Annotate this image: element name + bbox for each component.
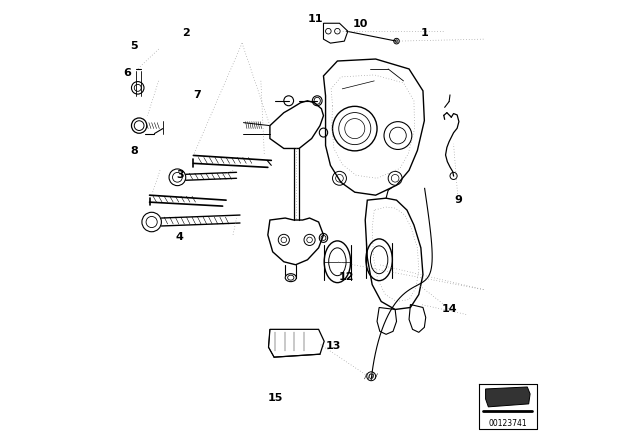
- Text: 4: 4: [176, 233, 184, 242]
- Text: 1: 1: [420, 28, 429, 38]
- Text: 8: 8: [130, 146, 138, 155]
- Polygon shape: [486, 387, 530, 407]
- Text: 9: 9: [454, 194, 462, 205]
- Text: 6: 6: [124, 68, 132, 78]
- Text: 10: 10: [353, 19, 368, 29]
- Text: 7: 7: [194, 90, 202, 100]
- Text: 3: 3: [176, 170, 184, 180]
- Text: 12: 12: [339, 272, 355, 282]
- Text: 5: 5: [130, 41, 138, 51]
- Text: 2: 2: [182, 28, 190, 38]
- Text: 11: 11: [308, 14, 323, 24]
- Text: 15: 15: [268, 392, 283, 403]
- Text: 13: 13: [326, 341, 341, 351]
- Text: 14: 14: [442, 304, 457, 314]
- Text: 00123741: 00123741: [488, 419, 527, 428]
